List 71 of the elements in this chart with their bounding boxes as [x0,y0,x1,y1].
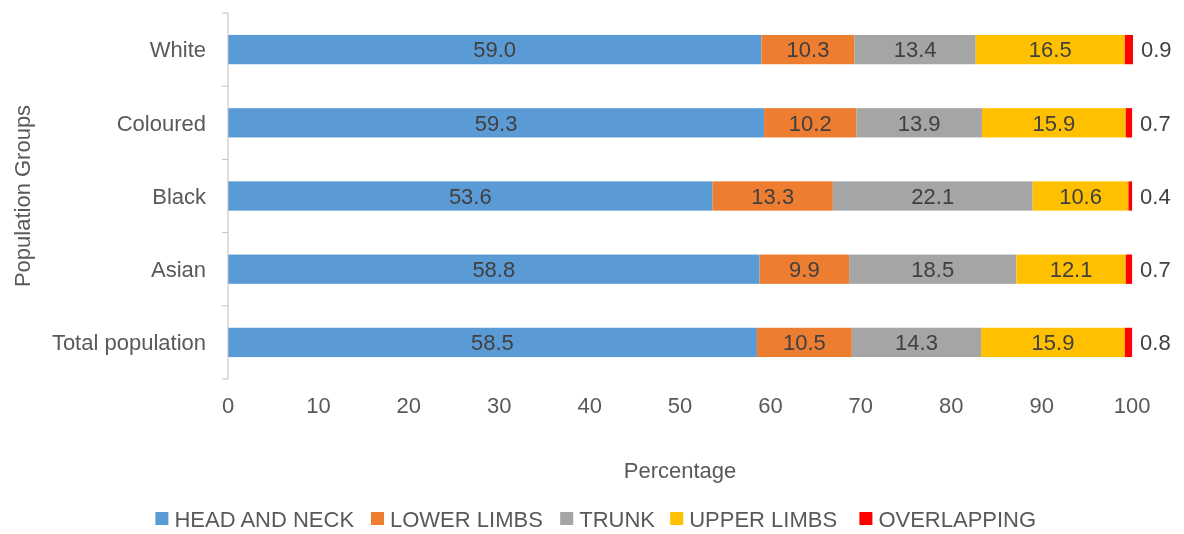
y-tick-label: Asian [150,256,206,282]
data-label: 0.4 [1140,183,1171,209]
legend-label: TRUNK [579,506,656,532]
x-tick-label: 50 [667,393,693,418]
data-label: 12.1 [1049,256,1093,282]
data-label: 16.5 [1028,37,1072,63]
y-tick-label: Coloured [116,110,206,136]
data-label: 10.5 [782,330,826,356]
legend-label: OVERLAPPING [878,506,1037,532]
x-tick-label: 0 [221,393,235,418]
x-tick-label: 80 [939,393,964,418]
bar [1125,254,1133,284]
bar [1128,181,1133,211]
bar [759,254,850,284]
x-tick-label: 30 [486,393,512,418]
bar [761,34,855,65]
bar [854,34,976,65]
bar [982,108,1126,138]
data-label: 13.4 [893,37,937,63]
data-label: 0.8 [1140,330,1171,356]
data-label: 10.2 [788,110,832,136]
data-label: 14.3 [895,330,938,356]
bar [981,327,1125,358]
bar [228,181,713,211]
x-tick-label: 60 [758,393,783,418]
data-label: 22.1 [911,183,955,209]
data-label: 58.5 [471,330,514,356]
data-label: 10.3 [786,37,830,63]
x-tick-label: 70 [848,393,874,418]
bar [1124,34,1133,65]
bar [228,108,765,138]
x-axis-title: Percentage [623,458,737,483]
x-tick-label: 10 [306,393,331,418]
x-tick-label: 90 [1029,393,1054,418]
data-label: 9.9 [789,256,820,282]
x-tick-label: 20 [396,393,422,418]
bar [1124,327,1133,358]
bar [1125,108,1133,138]
bar [228,34,762,65]
bar [228,327,757,358]
legend-label: UPPER LIMBS [689,506,838,532]
bar [851,327,982,358]
data-label: 13.9 [897,110,941,136]
data-label: 15.9 [1031,330,1075,356]
data-label: 53.6 [448,183,492,209]
y-tick-label: Total population [51,330,206,356]
bar [1032,181,1129,211]
bar [849,254,1017,284]
bar [832,181,1033,211]
bar [975,34,1125,65]
data-label: 10.6 [1059,183,1102,209]
y-tick-label: White [149,37,206,63]
y-axis-title: Population Groups [10,104,35,288]
legend-label: HEAD AND NECK [174,506,355,532]
data-label: 15.9 [1032,110,1076,136]
data-label: 0.7 [1140,110,1171,136]
bar [712,181,833,211]
legend-label: LOWER LIMBS [390,506,543,532]
bar [856,108,983,138]
data-label: 59.0 [473,37,517,63]
x-tick-label: 100 [1113,393,1151,418]
x-tick-label: 40 [577,393,602,418]
data-label: 13.3 [751,183,795,209]
bar [228,254,760,284]
y-tick-label: Black [152,183,207,209]
data-label: 0.9 [1141,37,1172,63]
data-label: 59.3 [474,110,518,136]
data-label: 58.8 [472,256,516,282]
data-label: 18.5 [911,256,955,282]
data-label: 0.7 [1140,256,1171,282]
bar [1016,254,1126,284]
